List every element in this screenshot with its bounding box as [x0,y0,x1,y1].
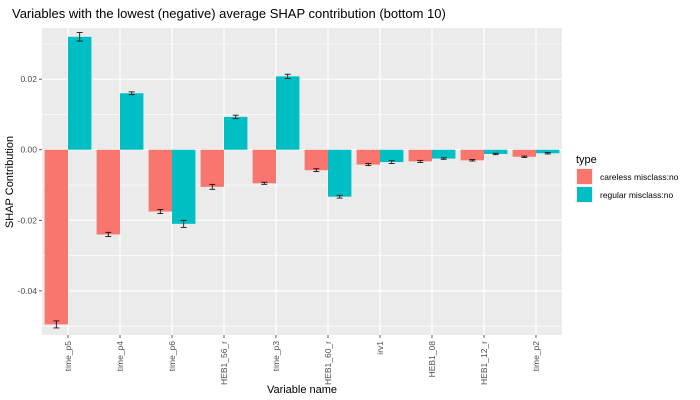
x-tick-label: irv1 [375,341,385,355]
bar-time_p6-careless [148,149,172,212]
bar-irv1-careless [356,149,380,165]
bar-time_p5-careless [44,149,68,325]
bar-time_p6-regular [172,149,196,224]
error-bars [53,32,551,329]
legend-label: careless misclass:no [600,172,679,182]
bar-time_p4-careless [96,149,120,235]
bar-time_p3-careless [252,149,276,184]
bar-HEB1_60_r-careless [304,149,328,171]
bar-HEB1_12_r-careless [460,149,484,161]
x-axis: time_p5 time_p4 time_p6 HEB1_56_r time_p3 HEB… [63,335,541,385]
x-tick-label: time_p3 [271,341,281,372]
x-tick-label: HEB1_08 [427,341,437,378]
x-tick-label: time_p6 [167,341,177,372]
x-tick-label: time_p4 [115,341,125,372]
chart-title: Variables with the lowest (negative) ave… [12,6,446,21]
x-tick-label: time_p5 [63,341,73,372]
y-axis: -0.04 -0.02 0.00 0.02 [18,74,42,296]
legend-title: type [576,154,597,166]
legend-swatch [577,187,592,202]
bar-time_p5-regular [68,36,92,150]
bar-time_p3-regular [276,76,300,150]
legend-label: regular misclass:no [600,190,673,200]
bars [44,36,560,325]
y-tick-label: 0.00 [20,145,37,155]
bar-HEB1_08-careless [408,149,432,162]
bar-HEB1_60_r-regular [328,149,352,197]
legend: type careless misclass:no regular misclas… [576,154,679,203]
x-axis-title: Variable name [267,384,337,396]
bar-HEB1_08-regular [432,149,456,159]
bar-irv1-regular [380,149,404,163]
bar-time_p4-regular [120,93,144,150]
x-tick-label: time_p2 [531,341,541,372]
bar-HEB1_12_r-regular [484,149,508,154]
x-tick-label: HEB1_56_r [219,341,229,385]
bar-HEB1_56_r-careless [200,149,224,187]
y-axis-title: SHAP Contribution [4,136,16,228]
bar-time_p2-regular [536,149,560,154]
y-tick-label: -0.04 [18,286,38,296]
bar-time_p2-careless [512,149,536,157]
y-tick-label: -0.02 [18,215,38,225]
x-tick-label: HEB1_12_r [479,341,489,385]
y-tick-label: 0.02 [20,74,37,84]
x-tick-label: HEB1_60_r [323,341,333,385]
bar-HEB1_56_r-regular [224,116,248,150]
legend-swatch [577,169,592,184]
